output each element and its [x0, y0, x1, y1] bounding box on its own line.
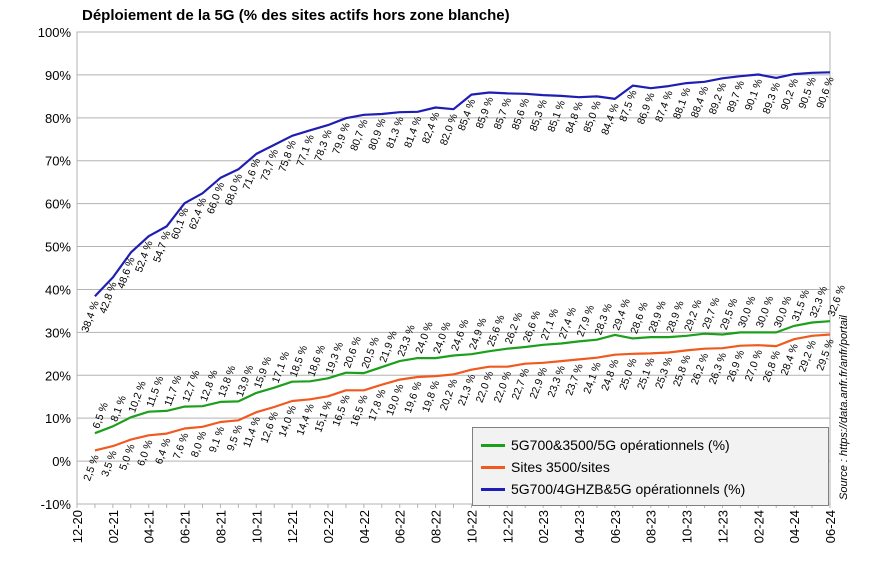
y-tick-label: 40% [45, 282, 71, 297]
legend-item-orange: Sites 3500/sites [481, 456, 820, 478]
data-label: 28,4 % [779, 342, 801, 377]
data-label: 89,3 % [761, 81, 783, 116]
x-tick-label: 10-22 [464, 510, 479, 543]
data-label: 17,1 % [270, 350, 292, 385]
data-label: 62,4 % [187, 196, 209, 231]
x-tick-label: 10-21 [249, 510, 264, 543]
legend-swatch-orange [481, 465, 505, 469]
x-tick-label: 08-21 [213, 510, 228, 543]
data-label: 12,6 % [259, 410, 281, 445]
y-tick-label: 20% [45, 368, 71, 383]
data-label: 68,0 % [223, 172, 245, 207]
data-label: 9,5 % [225, 423, 245, 452]
y-tick-label: 70% [45, 154, 71, 169]
data-label: 79,9 % [330, 121, 352, 156]
y-tick-label: -10% [41, 497, 72, 512]
legend-swatch-green [481, 443, 505, 447]
data-label: 2,5 % [81, 453, 101, 482]
data-label: 77,1 % [294, 133, 316, 168]
x-tick-label: 12-22 [500, 510, 515, 543]
legend-label-blue: 5G700/4GHZB&5G opérationnels (%) [511, 481, 746, 497]
y-tick-label: 30% [45, 325, 71, 340]
data-label: 20,2 % [438, 377, 460, 412]
y-tick-label: 10% [45, 411, 71, 426]
x-tick-label: 02-23 [536, 510, 551, 543]
data-label: 38,4 % [79, 299, 101, 334]
data-label: 28,3 % [592, 302, 614, 337]
x-tick-label: 04-22 [357, 510, 372, 543]
y-tick-label: 90% [45, 68, 71, 83]
data-label: 78,3 % [312, 128, 334, 163]
data-label: 9,1 % [207, 425, 227, 454]
y-tick-label: 0% [52, 454, 71, 469]
data-label: 75,8 % [277, 139, 299, 174]
x-tick-label: 06-23 [608, 510, 623, 543]
legend-item-green: 5G700&3500/5G opérationnels (%) [481, 434, 820, 456]
x-tick-label: 08-23 [644, 510, 659, 543]
y-tick-label: 60% [45, 197, 71, 212]
legend-label-orange: Sites 3500/sites [511, 459, 610, 475]
data-label: 19,3 % [324, 340, 346, 375]
x-tick-label: 04-23 [572, 510, 587, 543]
x-tick-label: 12-20 [70, 510, 85, 543]
y-tick-label: 100% [38, 25, 72, 40]
data-label: 87,4 % [653, 89, 675, 124]
data-label: 24,1 % [581, 361, 603, 396]
data-label: 8,0 % [189, 430, 209, 459]
data-label: 11,4 % [241, 415, 263, 449]
x-tick-label: 04-21 [142, 510, 157, 543]
data-label: 21,9 % [377, 329, 399, 364]
x-tick-label: 06-22 [393, 510, 408, 543]
data-label: 3,5 % [99, 449, 119, 478]
data-label: 5,0 % [117, 443, 137, 472]
legend-item-blue: 5G700/4GHZB&5G opérationnels (%) [481, 478, 820, 500]
y-tick-label: 50% [45, 240, 71, 255]
y-tick-label: 80% [45, 111, 71, 126]
x-tick-label: 02-24 [751, 510, 766, 543]
x-tick-label: 06-21 [178, 510, 193, 543]
data-label: 6,0 % [135, 438, 155, 467]
x-tick-label: 12-23 [715, 510, 730, 543]
chart-title: Déploiement de la 5G (% des sites actifs… [82, 7, 510, 24]
series-line-1 [94, 333, 831, 452]
data-label: 17,8 % [366, 388, 388, 423]
x-tick-label: 10-23 [680, 510, 695, 543]
data-label: 23,3 % [395, 323, 417, 358]
data-label: 21,3 % [456, 373, 478, 408]
x-tick-label: 04-24 [787, 510, 802, 543]
data-label: 7,6 % [171, 431, 191, 460]
legend-label-green: 5G700&3500/5G opérationnels (%) [511, 437, 730, 453]
x-tick-label: 08-22 [429, 510, 444, 543]
series-line-0 [94, 320, 831, 435]
x-tick-label: 02-21 [106, 510, 121, 543]
data-label: 15,1 % [312, 399, 334, 434]
data-label: 10,2 % [126, 380, 148, 415]
x-tick-label: 06-24 [823, 510, 838, 543]
data-label: 14,4 % [294, 402, 316, 437]
data-label: 31,5 % [790, 288, 812, 323]
data-label: 48,6 % [115, 255, 137, 290]
series-line-2 [94, 71, 831, 298]
legend-swatch-blue [481, 487, 505, 491]
data-label: 6,5 % [90, 401, 110, 430]
source-note: Source : https://data.anfr.fr/anfr/porta… [838, 315, 850, 500]
data-label: 15,9 % [252, 355, 274, 390]
legend: 5G700&3500/5G opérationnels (%) Sites 35… [472, 427, 829, 506]
x-tick-label: 12-21 [285, 510, 300, 543]
x-tick-label: 02-22 [321, 510, 336, 543]
